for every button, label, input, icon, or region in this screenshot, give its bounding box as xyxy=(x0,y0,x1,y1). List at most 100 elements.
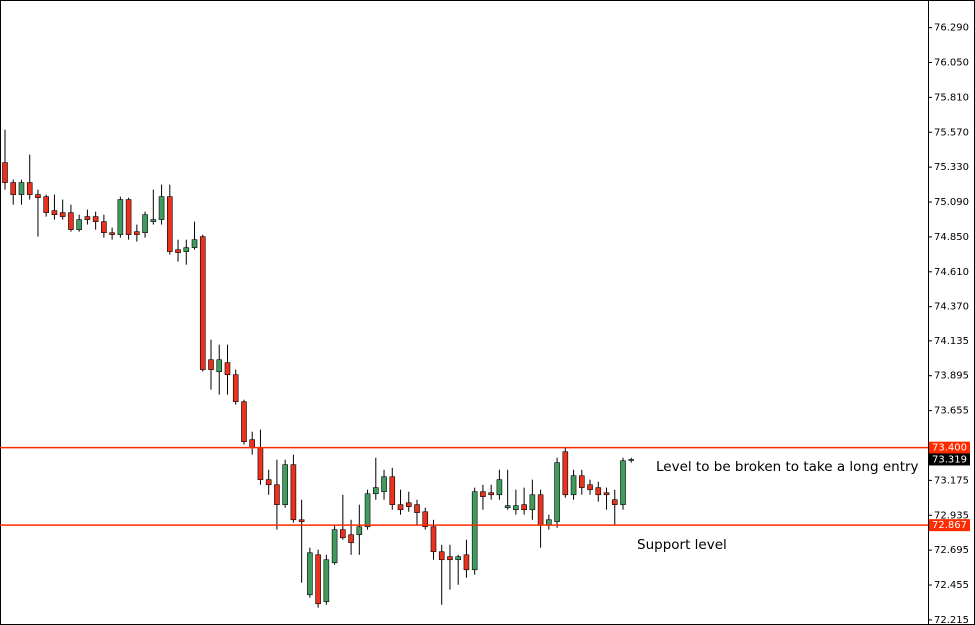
candle-body xyxy=(109,232,115,235)
candle-body xyxy=(167,196,173,252)
candle-body xyxy=(208,359,214,370)
candle-body xyxy=(430,526,437,553)
y-tick-label: 73.895 xyxy=(934,371,969,382)
candle-body xyxy=(364,493,371,528)
candle-body xyxy=(59,212,66,217)
candle-body xyxy=(504,505,511,509)
level-label-box xyxy=(929,519,970,532)
candle-body xyxy=(356,526,363,536)
candle-body xyxy=(298,519,305,522)
y-tick-label: 75.810 xyxy=(934,92,969,103)
y-tick-label: 73.655 xyxy=(934,406,969,417)
candle-body xyxy=(554,462,560,522)
candle-body xyxy=(43,196,50,213)
level-label: 72.867 xyxy=(932,520,967,531)
candle-body xyxy=(628,459,635,461)
candle-body xyxy=(595,487,602,496)
annotation: Level to be broken to take a long entry xyxy=(656,459,919,475)
candle-body xyxy=(175,249,181,253)
y-tick-label: 74.370 xyxy=(934,302,969,313)
candle-body xyxy=(2,162,8,183)
candle-body xyxy=(397,504,404,511)
candle-body xyxy=(348,534,354,544)
y-tick-label: 74.850 xyxy=(934,232,969,243)
annotation: Support level xyxy=(637,537,727,553)
y-tick-label: 75.330 xyxy=(934,162,969,173)
candle-body xyxy=(381,476,387,493)
candle-body xyxy=(216,359,223,372)
candle-body xyxy=(422,511,429,528)
candle-body xyxy=(578,475,585,488)
y-tick-label: 75.570 xyxy=(934,127,969,138)
candle-body xyxy=(183,247,190,252)
candle-body xyxy=(414,504,420,513)
y-tick-label: 76.050 xyxy=(934,58,969,69)
candle-body xyxy=(405,502,412,507)
candle-body xyxy=(438,551,445,561)
candle-body xyxy=(546,519,552,526)
candle-body xyxy=(35,194,41,198)
candle-body xyxy=(257,447,264,480)
candle-body xyxy=(471,491,478,571)
candle-body xyxy=(488,492,494,496)
y-tick-label: 74.135 xyxy=(934,336,969,347)
candle-body xyxy=(76,219,82,230)
candle-body xyxy=(529,494,536,511)
candle-body xyxy=(125,199,132,235)
y-tick-label: 72.935 xyxy=(934,510,969,521)
candle-body xyxy=(249,439,255,448)
candle-body xyxy=(274,484,280,505)
candle-body xyxy=(587,484,593,490)
y-tick-label: 72.455 xyxy=(934,580,969,591)
y-tick-label: 75.090 xyxy=(934,197,969,208)
candle-body xyxy=(611,499,618,505)
candle-body xyxy=(463,554,470,571)
level-label-box xyxy=(929,441,970,454)
candle-body xyxy=(18,182,25,195)
candle-body xyxy=(117,199,124,235)
candle-body xyxy=(224,362,231,376)
y-tick-label: 74.610 xyxy=(934,267,969,278)
last-price-box xyxy=(929,453,970,466)
candle-body xyxy=(158,196,165,220)
candle-body xyxy=(537,494,544,526)
candle-body xyxy=(620,460,626,505)
y-tick-label: 72.695 xyxy=(934,545,969,556)
candle-body xyxy=(307,552,313,596)
candle-body xyxy=(455,556,462,561)
y-tick-label: 73.175 xyxy=(934,475,969,486)
candle-body xyxy=(84,216,91,220)
candle-body xyxy=(26,182,33,195)
level-label: 73.400 xyxy=(932,443,967,454)
candle-body xyxy=(282,464,288,505)
candle-body xyxy=(521,504,527,511)
candle-body xyxy=(92,216,99,222)
candle-body xyxy=(513,505,519,511)
candle-body xyxy=(331,529,338,564)
candle-body xyxy=(142,214,148,234)
candle-body xyxy=(562,451,569,496)
y-tick-label: 76.290 xyxy=(934,23,969,34)
candle-body xyxy=(134,231,140,235)
candle-body xyxy=(372,487,379,495)
candle-body xyxy=(101,221,107,234)
candle-body xyxy=(496,479,503,496)
candle-body xyxy=(480,491,486,497)
candle-body xyxy=(265,479,272,486)
candle-body xyxy=(199,236,206,370)
candle-body xyxy=(232,374,239,403)
candle-body xyxy=(191,239,198,248)
candle-body xyxy=(68,212,74,230)
candle-body xyxy=(340,529,346,539)
candle-body xyxy=(241,401,247,443)
y-tick-label: 72.215 xyxy=(934,615,969,625)
candle-body xyxy=(603,492,610,496)
candle-body xyxy=(51,210,58,215)
candle-body xyxy=(315,554,321,605)
candle-body xyxy=(447,556,453,561)
candle-body xyxy=(389,476,396,505)
candle-body xyxy=(290,464,297,521)
last-price-label: 73.319 xyxy=(932,454,967,465)
